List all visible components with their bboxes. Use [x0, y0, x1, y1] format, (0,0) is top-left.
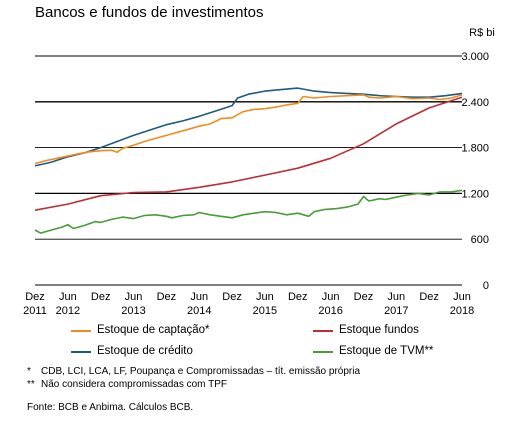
footnotes: * CDB, LCI, LCA, LF, Poupança e Compromis…	[27, 366, 360, 391]
legend-label-fundos: Estoque fundos	[339, 324, 419, 336]
x-tick-label-year: 2018	[450, 305, 474, 317]
x-tick-label: Jun	[453, 291, 471, 303]
x-tick-label-year: 2016	[318, 305, 342, 317]
footnote-text: Não considera compromissadas com TPF	[41, 378, 227, 390]
series-line-estoque-fundos	[34, 96, 463, 211]
x-tick-label: Dez	[91, 291, 111, 303]
source-note: Fonte: BCB e Anbima. Cálculos BCB.	[27, 402, 194, 413]
series-line-estoque-de-credito	[34, 87, 463, 167]
x-tick-label: Jun	[125, 291, 143, 303]
y-tick-label: 600	[471, 234, 489, 246]
legend-swatch-tvm	[313, 351, 333, 353]
data-series	[34, 87, 463, 234]
x-tick-label-year: 2015	[253, 305, 277, 317]
y-unit-label: R$ bi	[469, 27, 495, 39]
x-tick-label: Jun	[190, 291, 208, 303]
x-tick-label: Dez	[288, 291, 308, 303]
x-tick-label-year: 2013	[121, 305, 145, 317]
x-tick-label: Dez	[419, 291, 439, 303]
gridlines	[35, 55, 462, 286]
y-tick-label: 1.200	[461, 188, 489, 200]
y-tick-label: 0	[483, 280, 489, 292]
footnote: ** Não considera compromissadas com TPF	[27, 379, 360, 392]
legend-label-tvm: Estoque de TVM**	[339, 345, 434, 357]
footnote: * CDB, LCI, LCA, LF, Poupança e Compromis…	[27, 366, 360, 379]
legend-swatch-captacao	[71, 330, 91, 332]
y-tick-label: 1.800	[461, 143, 489, 155]
x-tick-label-year: 2017	[384, 305, 408, 317]
legend-label-credito: Estoque de crédito	[97, 345, 193, 357]
y-tick-label: 2.400	[461, 97, 489, 109]
x-tick-label: Jun	[59, 291, 77, 303]
x-tick-label: Dez	[25, 291, 45, 303]
legend-swatch-fundos	[313, 330, 333, 332]
footnote-text: CDB, LCI, LCA, LF, Poupança e Compromiss…	[41, 366, 361, 377]
x-tick-label: Jun	[256, 291, 274, 303]
series-line-estoque-de-captacao	[34, 94, 463, 165]
chart-title: Bancos e fundos de investimentos	[35, 4, 264, 21]
x-tick-label: Dez	[222, 291, 242, 303]
x-tick-label: Dez	[354, 291, 374, 303]
x-tick-label-year: 2011	[23, 305, 47, 317]
footnote-marker: *	[27, 366, 31, 377]
x-tick-label: Jun	[387, 291, 405, 303]
x-tick-label-year: 2014	[187, 305, 211, 317]
y-axis-ticks: 0 600 1.200 1.800 2.400 3.000	[461, 51, 489, 292]
x-tick-label: Jun	[322, 291, 340, 303]
footnote-marker: **	[27, 378, 35, 390]
line-chart: R$ bi 0 600 1.200 1.800 2.400 3.000 Dez 2011 Ju…	[23, 27, 495, 317]
x-tick-label-year: 2012	[56, 305, 80, 317]
series-line-estoque-de-tvm	[34, 189, 463, 234]
legend-label-captacao: Estoque de captação*	[97, 324, 210, 336]
y-tick-label: 3.000	[461, 51, 489, 63]
x-tick-label: Dez	[157, 291, 177, 303]
x-axis-ticks: Dez 2011 Jun 2012 Dez Jun 2013 Dez Jun 2014 Dez Jun…	[23, 291, 474, 317]
legend-swatch-credito	[71, 351, 91, 353]
